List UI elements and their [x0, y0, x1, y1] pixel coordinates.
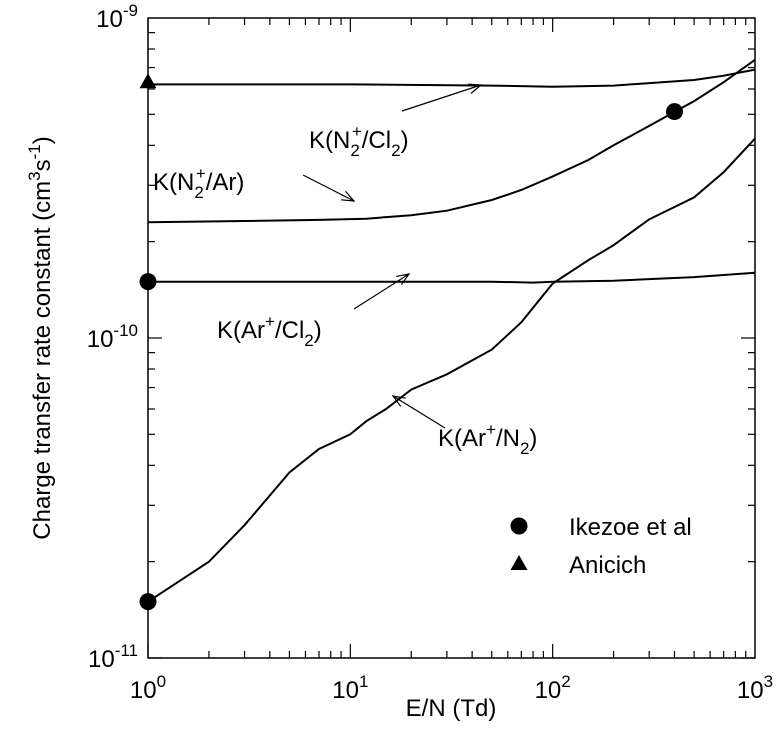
annotation-arrow: [392, 395, 446, 429]
y-tick-label: 10-9: [96, 1, 138, 33]
x-tick-label: 103: [737, 672, 773, 704]
legend-label: Ikezoe et al: [569, 514, 692, 541]
x-axis-title: E/N (Td): [406, 695, 497, 722]
x-tick-label: 100: [130, 672, 166, 704]
series-line-4: [147, 137, 756, 603]
annotation-arrow: [401, 84, 482, 112]
y-tick-label: 10-11: [88, 641, 138, 673]
series-line-1: [148, 68, 756, 88]
annotation-arrow: [302, 174, 355, 202]
y-tick-label: 10-10: [87, 321, 138, 353]
x-tick-label: 102: [535, 672, 571, 704]
arrow-head: [396, 273, 411, 285]
x-tick-label: 101: [332, 672, 368, 704]
curve-label: K(Ar+/Cl2): [217, 312, 322, 350]
x-tick-labels: 100 101 102 103: [130, 672, 773, 704]
series-line-3: [148, 271, 756, 284]
arrow-head: [340, 190, 356, 202]
curve-label: K(N2+/Cl2): [309, 122, 409, 160]
curve-annotations: K(N2+/Cl2) K(N2+/Ar) K(Ar+/Cl2) K(Ar+/N2): [153, 83, 537, 458]
circle-marker: [139, 273, 157, 291]
arrow-head: [391, 395, 406, 407]
arrow-head: [467, 83, 483, 94]
circle-marker: [665, 103, 683, 121]
axis-ticks: [147, 18, 755, 659]
legend-circle-marker: [510, 517, 528, 535]
triangle-marker: [139, 73, 157, 89]
y-axis-title: Charge transfer rate constant (cm3s-1): [25, 136, 56, 539]
y-tick-labels: 10-11 10-10 10-9: [87, 1, 138, 673]
legend-triangle-marker: [510, 555, 528, 570]
curve-label: K(N2+/Ar): [153, 164, 244, 202]
circle-marker: [139, 593, 157, 611]
legend: Ikezoe et al Anicich: [510, 514, 692, 579]
data-markers: [139, 73, 683, 611]
annotation-arrow: [353, 273, 410, 310]
legend-label: Anicich: [569, 552, 646, 579]
curve-label: K(Ar+/N2): [438, 420, 537, 458]
